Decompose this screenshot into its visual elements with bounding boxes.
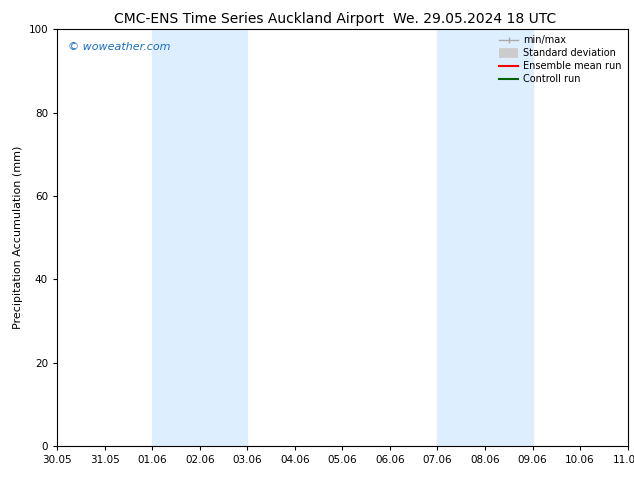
Text: © woweather.com: © woweather.com — [68, 42, 171, 52]
Y-axis label: Precipitation Accumulation (mm): Precipitation Accumulation (mm) — [13, 146, 23, 329]
Text: We. 29.05.2024 18 UTC: We. 29.05.2024 18 UTC — [393, 12, 556, 26]
Legend: min/max, Standard deviation, Ensemble mean run, Controll run: min/max, Standard deviation, Ensemble me… — [495, 31, 626, 88]
Bar — [152, 29, 247, 446]
Text: CMC-ENS Time Series Auckland Airport: CMC-ENS Time Series Auckland Airport — [114, 12, 384, 26]
Bar — [437, 29, 533, 446]
